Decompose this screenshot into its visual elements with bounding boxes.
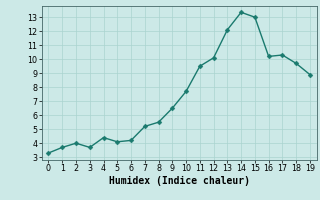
X-axis label: Humidex (Indice chaleur): Humidex (Indice chaleur) [109,176,250,186]
